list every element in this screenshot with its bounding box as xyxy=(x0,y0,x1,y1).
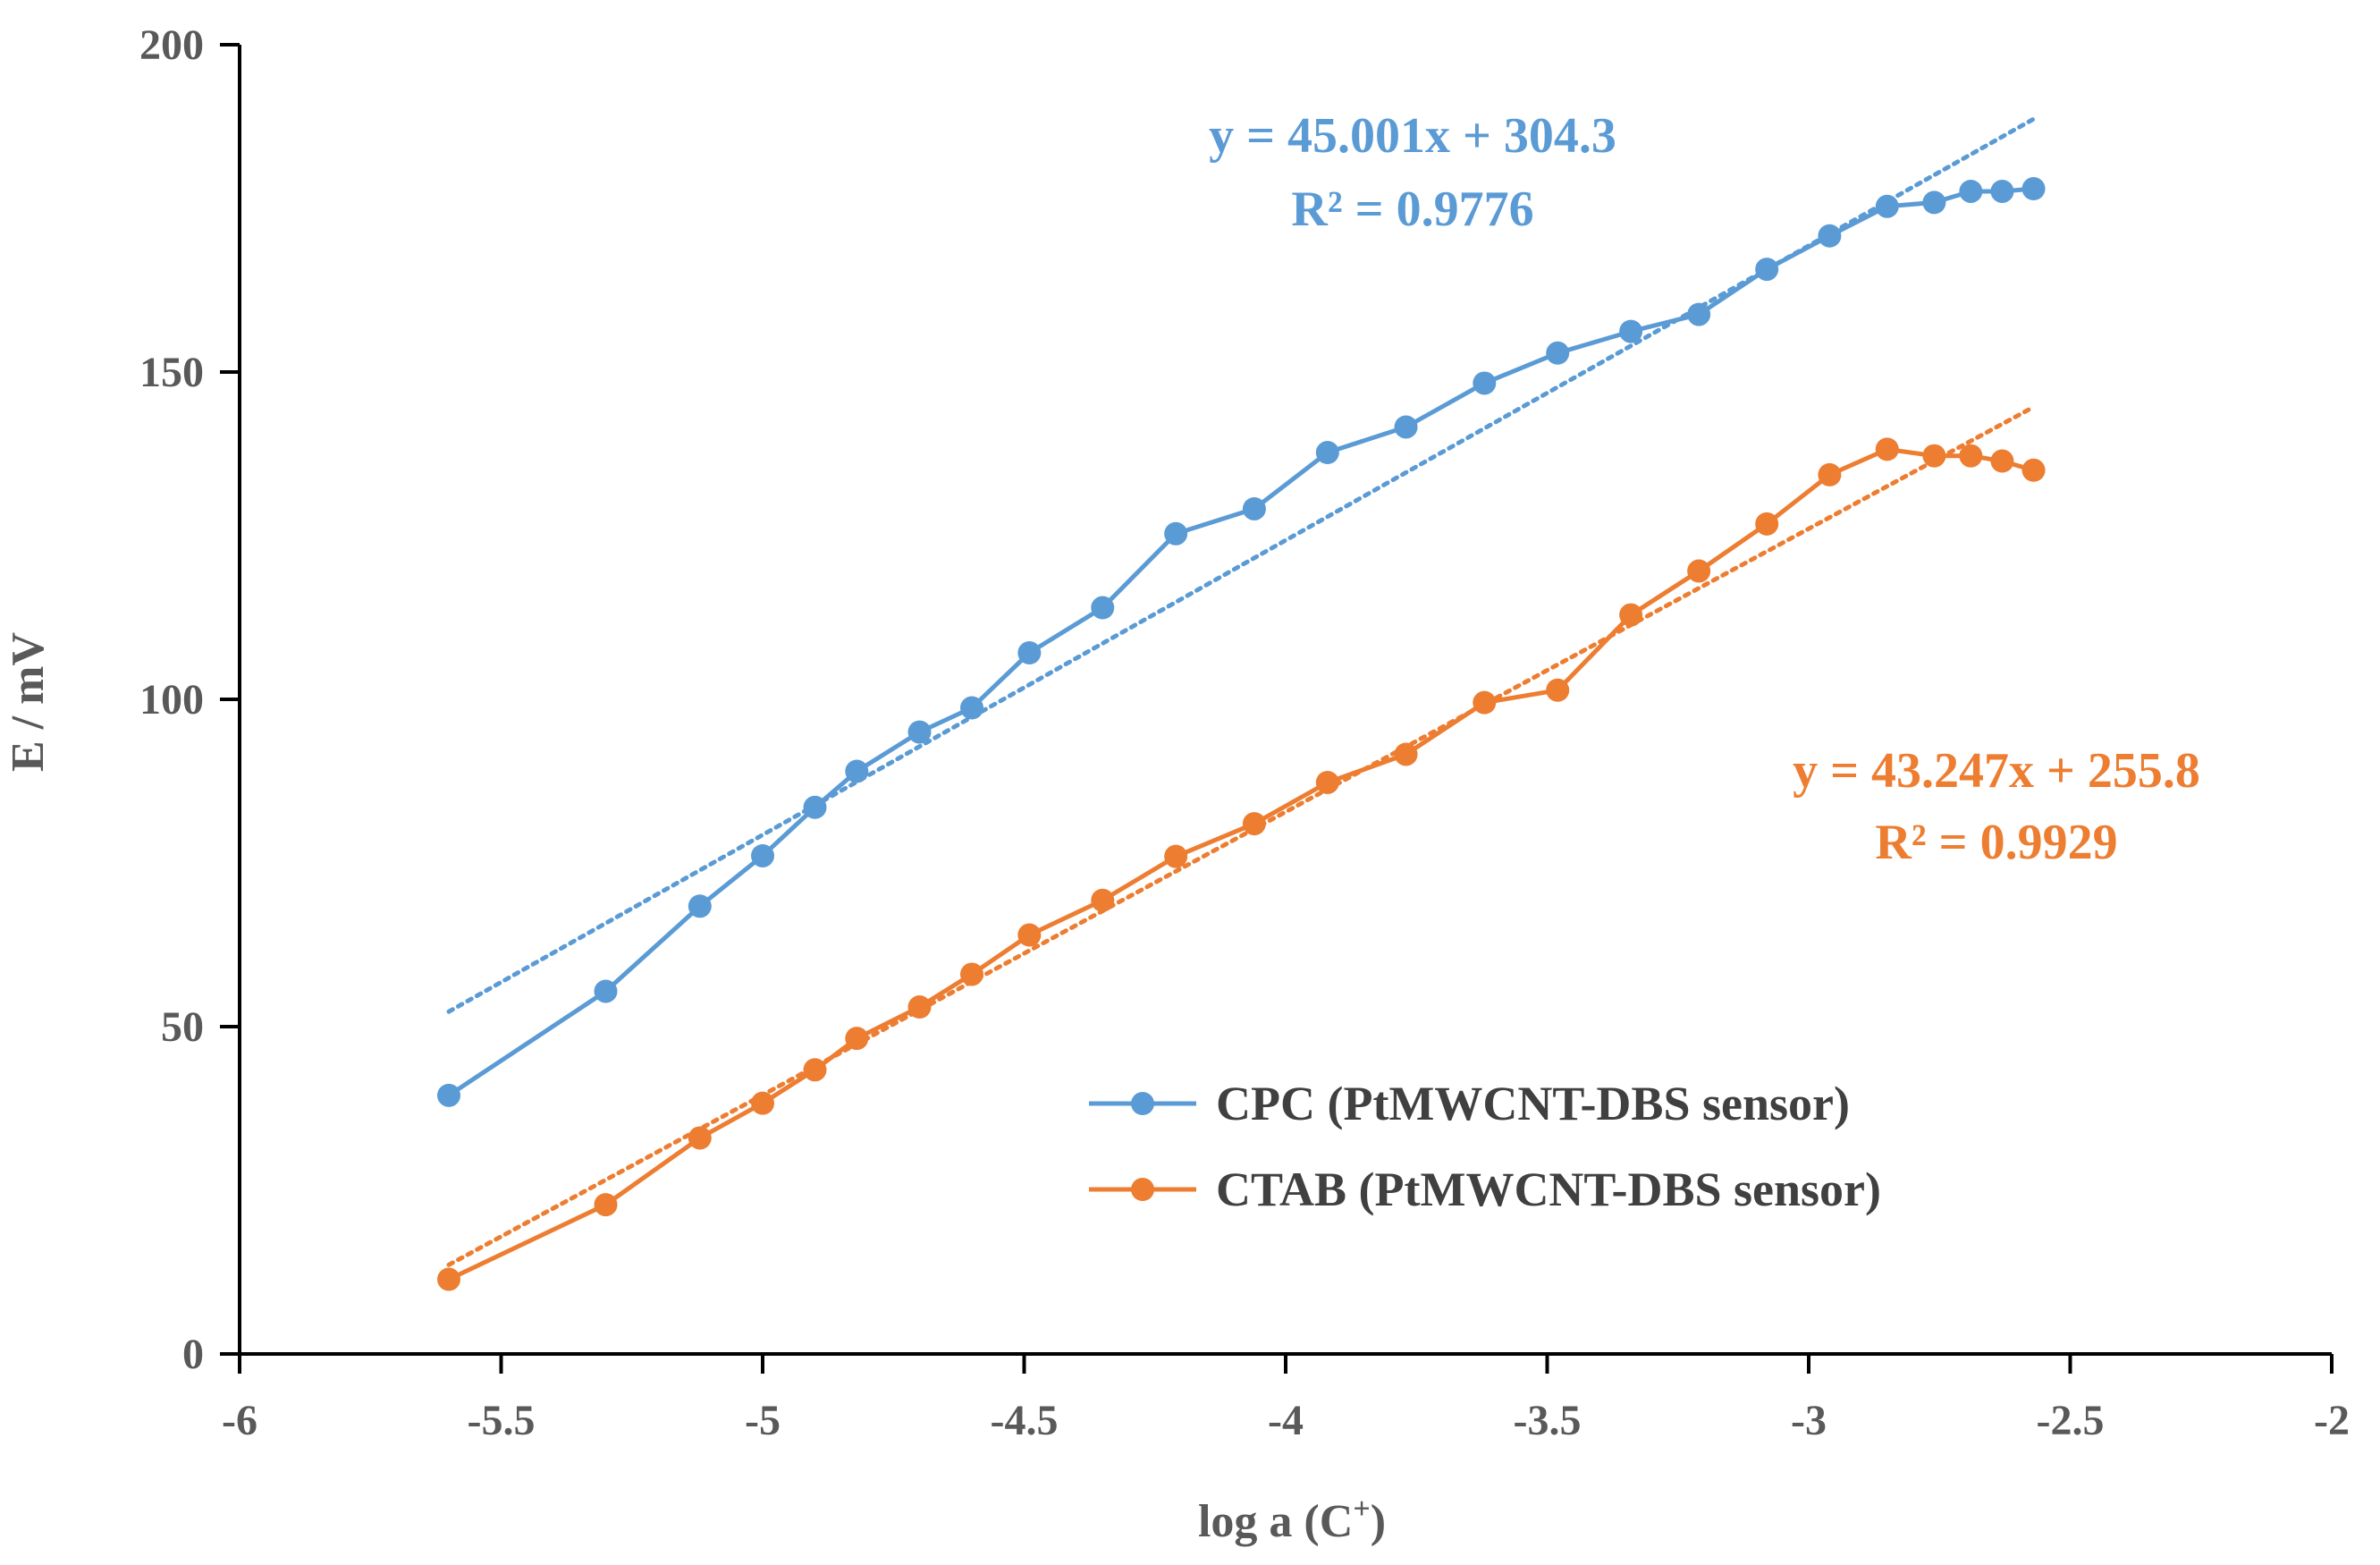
legend-entry-cpc: CPC (PtMWCNT-DBS sensor) xyxy=(1089,1077,1850,1130)
axes: 0 50 100 150 200 -6 -5.5 -5 -4.5 -4 -3.5 -3 -2.5 -2 xyxy=(139,21,2350,1444)
legend-label-ctab: CTAB (PtMWCNT-DBS sensor) xyxy=(1216,1163,1881,1216)
x-tick-label: -4.5 xyxy=(991,1397,1059,1444)
data-point-cpc xyxy=(437,1083,460,1107)
x-tick-label: -5.5 xyxy=(468,1397,536,1444)
data-point-ctab xyxy=(594,1193,618,1217)
data-point-ctab xyxy=(751,1091,774,1115)
cpc-equation: y = 45.001x + 304.3 xyxy=(1209,108,1616,164)
legend-label-cpc: CPC (PtMWCNT-DBS sensor) xyxy=(1216,1077,1850,1130)
data-point-ctab xyxy=(1875,437,1899,461)
data-point-cpc xyxy=(1017,641,1042,665)
data-point-ctab xyxy=(437,1267,460,1291)
x-tick-label: -6 xyxy=(222,1397,257,1444)
data-point-ctab xyxy=(1315,770,1339,794)
data-point-ctab xyxy=(1755,512,1779,536)
y-tick-label: 200 xyxy=(139,21,204,69)
legend: CPC (PtMWCNT-DBS sensor) CTAB (PtMWCNT-D… xyxy=(1089,1077,1881,1216)
data-point-cpc xyxy=(1164,521,1188,546)
data-point-ctab xyxy=(803,1058,827,1082)
y-axis-title: E / mV xyxy=(3,632,54,772)
data-point-cpc xyxy=(1875,194,1899,218)
ctab-r-squared: R² = 0.9929 xyxy=(1875,815,2117,870)
y-tick-label: 100 xyxy=(139,676,204,723)
x-axis-title: log a (C+) xyxy=(1198,1493,1386,1547)
legend-swatch-marker-ctab xyxy=(1131,1178,1154,1201)
data-point-ctab xyxy=(1546,678,1570,702)
data-point-ctab xyxy=(1473,690,1497,715)
data-point-cpc xyxy=(1091,596,1115,620)
data-point-cpc xyxy=(1755,258,1779,282)
x-tick-label: -3.5 xyxy=(1514,1397,1582,1444)
data-point-cpc xyxy=(1818,224,1842,248)
data-point-ctab xyxy=(1091,888,1115,912)
data-point-cpc xyxy=(1990,179,2014,203)
series-line-cpc xyxy=(447,186,2034,1097)
data-point-ctab xyxy=(845,1027,869,1051)
data-point-cpc xyxy=(803,795,827,819)
data-point-ctab xyxy=(1990,449,2014,473)
x-tick-label: -4 xyxy=(1268,1397,1304,1444)
data-point-ctab xyxy=(1818,462,1842,486)
data-point-ctab xyxy=(1164,844,1188,868)
cpc-r-squared: R² = 0.9776 xyxy=(1291,182,1533,237)
x-axis-title-sup: + xyxy=(1353,1493,1370,1526)
data-point-cpc xyxy=(688,894,712,918)
y-tick-label: 150 xyxy=(139,349,204,396)
markers xyxy=(437,177,2046,1291)
x-axis-title-main: log a (C xyxy=(1198,1496,1353,1547)
data-point-ctab xyxy=(688,1126,712,1150)
data-point-cpc xyxy=(1922,190,1946,215)
data-point-cpc xyxy=(1619,319,1643,343)
x-axis-title-close: ) xyxy=(1371,1496,1386,1547)
data-point-ctab xyxy=(1687,559,1711,583)
data-point-cpc xyxy=(2021,177,2046,201)
data-point-cpc xyxy=(1242,496,1266,520)
data-point-ctab xyxy=(1619,603,1643,627)
data-point-cpc xyxy=(1687,302,1711,326)
data-point-cpc xyxy=(1473,371,1497,395)
data-point-ctab xyxy=(2021,458,2046,482)
y-tick-label: 0 xyxy=(182,1331,204,1378)
trendline-ctab xyxy=(446,404,2037,1267)
data-point-ctab xyxy=(1394,742,1418,766)
data-point-cpc xyxy=(1546,341,1570,365)
data-point-ctab xyxy=(1922,444,1946,468)
data-point-cpc xyxy=(1959,179,1983,203)
data-point-cpc xyxy=(751,843,774,867)
labels: E / mV log a (C+) y = 45.001x + 304.3 R²… xyxy=(3,108,2200,1547)
data-point-cpc xyxy=(594,979,618,1003)
data-point-ctab xyxy=(907,995,932,1019)
x-tick-label: -2 xyxy=(2314,1397,2350,1444)
legend-entry-ctab: CTAB (PtMWCNT-DBS sensor) xyxy=(1089,1163,1881,1216)
data-point-cpc xyxy=(1394,415,1418,439)
series-line-ctab xyxy=(447,446,2035,1282)
legend-swatch-marker-cpc xyxy=(1131,1092,1154,1115)
data-point-ctab xyxy=(1959,444,1983,468)
data-point-cpc xyxy=(907,720,932,744)
x-tick-label: -3 xyxy=(1791,1397,1827,1444)
data-point-ctab xyxy=(1242,812,1266,836)
ctab-equation: y = 43.247x + 255.8 xyxy=(1793,743,2200,799)
data-point-ctab xyxy=(960,962,983,986)
x-tick-label: -2.5 xyxy=(2037,1397,2105,1444)
x-tick-label: -5 xyxy=(745,1397,781,1444)
data-point-cpc xyxy=(845,759,869,783)
y-tick-label: 50 xyxy=(161,1003,204,1051)
data-point-cpc xyxy=(960,696,983,720)
data-point-ctab xyxy=(1017,923,1042,947)
data-point-cpc xyxy=(1315,441,1339,465)
